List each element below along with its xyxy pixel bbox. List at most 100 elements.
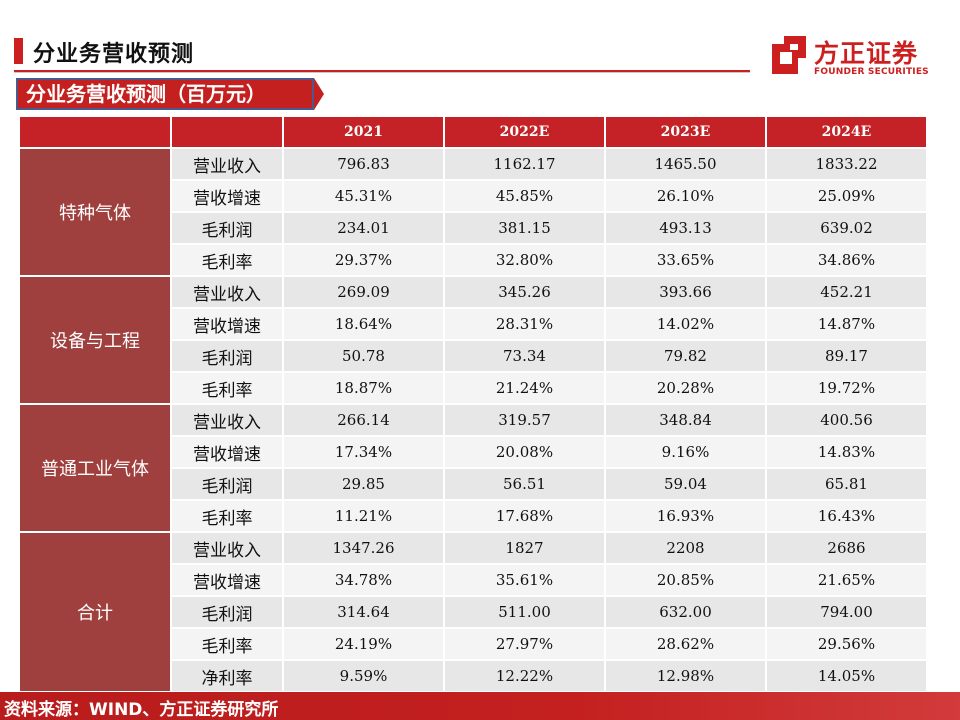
value-cell: 511.00 [445, 597, 604, 627]
metric-label: 毛利润 [172, 213, 282, 243]
value-cell: 314.64 [284, 597, 443, 627]
value-cell: 400.56 [767, 405, 926, 435]
value-cell: 21.65% [767, 565, 926, 595]
value-cell: 45.31% [284, 181, 443, 211]
group-label: 特种气体 [20, 149, 170, 275]
value-cell: 639.02 [767, 213, 926, 243]
title-accent-bar [14, 38, 23, 64]
logo-name-cn: 方正证券 [814, 39, 919, 68]
header-year-2024e: 2024E [767, 117, 926, 147]
value-cell: 14.87% [767, 309, 926, 339]
value-cell: 493.13 [606, 213, 765, 243]
value-cell: 1833.22 [767, 149, 926, 179]
value-cell: 19.72% [767, 373, 926, 403]
value-cell: 17.34% [284, 437, 443, 467]
value-cell: 11.21% [284, 501, 443, 531]
value-cell: 1465.50 [606, 149, 765, 179]
value-cell: 17.68% [445, 501, 604, 531]
source-note: 资料来源：WIND、方正证券研究所 [4, 700, 279, 720]
header-cell [172, 117, 282, 147]
metric-label: 毛利润 [172, 341, 282, 371]
value-cell: 35.61% [445, 565, 604, 595]
header-year-2022e: 2022E [445, 117, 604, 147]
caption-arrow [314, 78, 324, 110]
value-cell: 632.00 [606, 597, 765, 627]
value-cell: 393.66 [606, 277, 765, 307]
value-cell: 65.81 [767, 469, 926, 499]
value-cell: 14.05% [767, 661, 926, 691]
table-row: 营收增速 45.31% 45.85% 26.10% 25.09% [20, 181, 926, 211]
table-row: 设备与工程 营业收入 269.09 345.26 393.66 452.21 [20, 277, 926, 403]
table-row: 合计 营业收入 1347.26 1827 2208 2686 [20, 533, 926, 691]
table-row: 普通工业气体 营业收入 266.14 319.57 348.84 400.56 [20, 405, 926, 531]
value-cell: 24.19% [284, 629, 443, 659]
metric-label: 毛利率 [172, 501, 282, 531]
table-row: 毛利润 234.01 381.15 493.13 639.02 [20, 213, 926, 243]
value-cell: 12.22% [445, 661, 604, 691]
value-cell: 73.34 [445, 341, 604, 371]
value-cell: 794.00 [767, 597, 926, 627]
value-cell: 79.82 [606, 341, 765, 371]
value-cell: 269.09 [284, 277, 443, 307]
value-cell: 12.98% [606, 661, 765, 691]
value-cell: 25.09% [767, 181, 926, 211]
value-cell: 59.04 [606, 469, 765, 499]
metric-label: 毛利润 [172, 469, 282, 499]
value-cell: 345.26 [445, 277, 604, 307]
table-row: 营收增速 17.34% 20.08% 9.16% 14.83% [20, 437, 926, 467]
value-cell: 32.80% [445, 245, 604, 275]
value-cell: 50.78 [284, 341, 443, 371]
value-cell: 18.87% [284, 373, 443, 403]
title-divider-accent [14, 70, 750, 72]
value-cell: 26.10% [606, 181, 765, 211]
source-bar [0, 692, 960, 720]
value-cell: 452.21 [767, 277, 926, 307]
value-cell: 14.83% [767, 437, 926, 467]
table-row: 营收增速 34.78% 35.61% 20.85% 21.65% [20, 565, 926, 595]
value-cell: 266.14 [284, 405, 443, 435]
value-cell: 20.08% [445, 437, 604, 467]
table-row: 净利率 9.59% 12.22% 12.98% 14.05% [20, 661, 926, 691]
table-row: 毛利率 11.21% 17.68% 16.93% 16.43% [20, 501, 926, 531]
logo-name-en: FOUNDER SECURITIES [814, 67, 929, 77]
value-cell: 1827 [445, 533, 604, 563]
table-row: 毛利率 24.19% 27.97% 28.62% 29.56% [20, 629, 926, 659]
table-row: 毛利润 50.78 73.34 79.82 89.17 [20, 341, 926, 371]
table-row: 毛利润 314.64 511.00 632.00 794.00 [20, 597, 926, 627]
value-cell: 796.83 [284, 149, 443, 179]
header-row: 2021 2022E 2023E 2024E [20, 117, 926, 147]
value-cell: 1162.17 [445, 149, 604, 179]
page-title: 分业务营收预测 [33, 42, 195, 67]
value-cell: 89.17 [767, 341, 926, 371]
metric-label: 营业收入 [172, 533, 282, 563]
value-cell: 28.62% [606, 629, 765, 659]
value-cell: 18.64% [284, 309, 443, 339]
metric-label: 营业收入 [172, 405, 282, 435]
group-label: 设备与工程 [20, 277, 170, 403]
header-year-2023e: 2023E [606, 117, 765, 147]
metric-label: 毛利润 [172, 597, 282, 627]
value-cell: 21.24% [445, 373, 604, 403]
metric-label: 营收增速 [172, 437, 282, 467]
header-year-2021: 2021 [284, 117, 443, 147]
table-row: 毛利润 29.85 56.51 59.04 65.81 [20, 469, 926, 499]
metric-label: 营收增速 [172, 565, 282, 595]
group-label: 合计 [20, 533, 170, 691]
value-cell: 29.37% [284, 245, 443, 275]
header-cell [20, 117, 170, 147]
table-caption: 分业务营收预测（百万元） [16, 78, 314, 110]
revenue-forecast-table: 2021 2022E 2023E 2024E 特种气体 营业收入 796.83 … [18, 115, 928, 693]
value-cell: 16.93% [606, 501, 765, 531]
value-cell: 20.85% [606, 565, 765, 595]
metric-label: 净利率 [172, 661, 282, 691]
group-label: 普通工业气体 [20, 405, 170, 531]
metric-label: 营收增速 [172, 181, 282, 211]
value-cell: 27.97% [445, 629, 604, 659]
value-cell: 2686 [767, 533, 926, 563]
value-cell: 348.84 [606, 405, 765, 435]
value-cell: 33.65% [606, 245, 765, 275]
value-cell: 28.31% [445, 309, 604, 339]
value-cell: 29.85 [284, 469, 443, 499]
value-cell: 34.86% [767, 245, 926, 275]
table-row: 毛利率 29.37% 32.80% 33.65% 34.86% [20, 245, 926, 275]
